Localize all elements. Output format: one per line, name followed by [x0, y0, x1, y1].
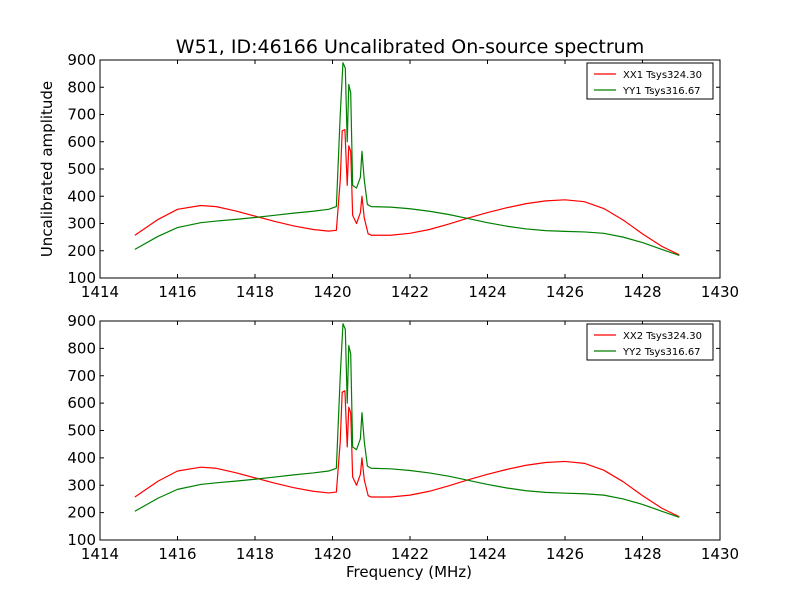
series-line-xx2	[134, 390, 680, 518]
y-tick-label: 300	[67, 215, 96, 233]
y-tick-label: 900	[67, 51, 96, 69]
x-axis-title: Frequency (MHz)	[346, 563, 472, 581]
x-tick-label: 1422	[391, 283, 429, 301]
series-line-yy1	[134, 62, 680, 256]
x-tick-label: 1426	[546, 283, 584, 301]
legend-label: YY2 Tsys316.67	[622, 347, 701, 358]
y-tick-label: 800	[67, 339, 96, 357]
x-tick-label: 1414	[81, 283, 119, 301]
x-tick-label: 1428	[623, 283, 661, 301]
x-tick-label: 1414	[81, 545, 119, 563]
y-tick-label: 200	[67, 242, 96, 260]
legend: XX1 Tsys324.30 YY1 Tsys316.67	[586, 62, 714, 100]
legend-label: XX1 Tsys324.30	[623, 70, 702, 81]
x-tick-label: 1430	[701, 283, 739, 301]
x-tick-label: 1426	[546, 545, 584, 563]
y-tick-label: 500	[67, 422, 96, 440]
x-tick-label: 1416	[158, 545, 196, 563]
y-tick-label: 200	[67, 504, 96, 522]
legend-label: YY1 Tsys316.67	[622, 86, 701, 97]
y-tick-label: 100	[67, 269, 96, 287]
x-tick-label: 1428	[623, 545, 661, 563]
series-line-xx1	[134, 128, 680, 256]
y-tick-label: 700	[67, 367, 96, 385]
y-axis-title: Uncalibrated amplitude	[38, 81, 56, 257]
y-tick-label: 300	[67, 476, 96, 494]
bottom-panel: 1414 1416 1418 1420 1422 1424 1426 1428 1430 100 2…	[67, 312, 739, 581]
x-tick-label: 1424	[468, 545, 506, 563]
x-tick-label: 1418	[236, 283, 274, 301]
x-tick-label: 1416	[158, 283, 196, 301]
y-tick-label: 500	[67, 160, 96, 178]
y-tick-label: 600	[67, 394, 96, 412]
legend: XX2 Tsys324.30 YY2 Tsys316.67	[586, 323, 714, 361]
y-tick-label: 400	[67, 187, 96, 205]
top-panel: 1414 1416 1418 1420 1422 1424 1426 1428 1430 100 2…	[38, 51, 739, 301]
legend-label: XX2 Tsys324.30	[623, 331, 702, 342]
y-tick-label: 900	[67, 312, 96, 330]
x-tick-label: 1430	[701, 545, 739, 563]
legend-box	[586, 62, 714, 100]
y-tick-label: 100	[67, 531, 96, 549]
x-tick-label: 1424	[468, 283, 506, 301]
x-tick-label: 1420	[313, 545, 351, 563]
chart-title: W51, ID:46166 Uncalibrated On-source spe…	[176, 36, 644, 58]
y-tick-label: 800	[67, 78, 96, 96]
y-tick-label: 400	[67, 449, 96, 467]
y-tick-label: 600	[67, 133, 96, 151]
x-tick-label: 1418	[236, 545, 274, 563]
series-line-yy2	[134, 323, 680, 518]
legend-box	[586, 323, 714, 361]
x-tick-label: 1420	[313, 283, 351, 301]
x-tick-label: 1422	[391, 545, 429, 563]
y-tick-label: 700	[67, 106, 96, 124]
